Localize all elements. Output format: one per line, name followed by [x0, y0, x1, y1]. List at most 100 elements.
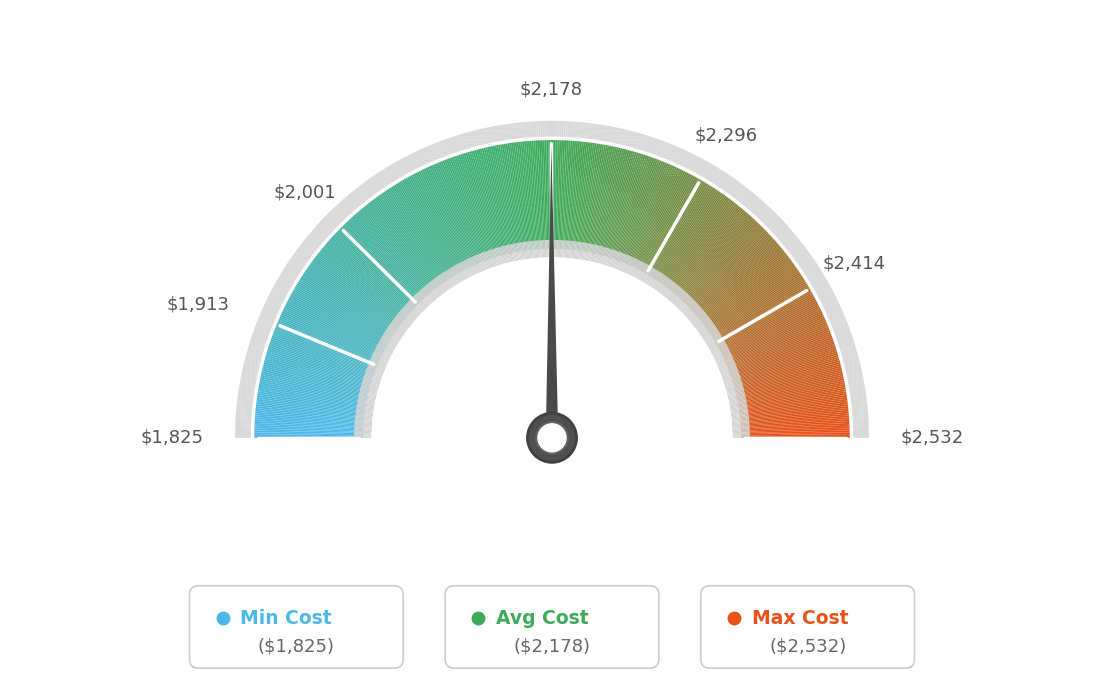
Wedge shape	[283, 270, 297, 279]
Wedge shape	[736, 188, 747, 201]
Wedge shape	[740, 406, 848, 419]
Wedge shape	[778, 228, 792, 240]
Wedge shape	[680, 219, 756, 300]
Wedge shape	[802, 259, 815, 270]
Wedge shape	[709, 340, 725, 350]
Wedge shape	[730, 335, 832, 374]
Wedge shape	[593, 245, 597, 262]
Wedge shape	[235, 436, 251, 438]
Text: ($2,532): ($2,532)	[769, 638, 847, 656]
Wedge shape	[604, 151, 635, 256]
Wedge shape	[628, 166, 673, 265]
Wedge shape	[702, 328, 718, 338]
Wedge shape	[711, 277, 804, 337]
Wedge shape	[287, 301, 384, 352]
Wedge shape	[316, 255, 403, 323]
Polygon shape	[545, 147, 559, 438]
Wedge shape	[484, 148, 510, 254]
Wedge shape	[511, 244, 516, 262]
Wedge shape	[354, 429, 372, 431]
Wedge shape	[435, 142, 443, 158]
Wedge shape	[853, 432, 869, 434]
Wedge shape	[675, 293, 688, 306]
Wedge shape	[333, 207, 346, 219]
Wedge shape	[383, 333, 399, 343]
Wedge shape	[838, 338, 853, 345]
Wedge shape	[599, 247, 605, 264]
Wedge shape	[839, 342, 854, 348]
Wedge shape	[741, 434, 850, 437]
Wedge shape	[343, 225, 420, 303]
Wedge shape	[741, 436, 850, 438]
Wedge shape	[498, 145, 519, 252]
Wedge shape	[741, 432, 850, 435]
Wedge shape	[298, 247, 311, 258]
Wedge shape	[719, 363, 735, 371]
Wedge shape	[488, 250, 496, 267]
Wedge shape	[278, 319, 379, 364]
Wedge shape	[477, 255, 485, 271]
Wedge shape	[786, 239, 800, 250]
Wedge shape	[732, 422, 750, 424]
Wedge shape	[731, 342, 835, 378]
Wedge shape	[789, 242, 803, 253]
Wedge shape	[731, 413, 749, 416]
Wedge shape	[378, 344, 393, 353]
Wedge shape	[657, 190, 720, 282]
Wedge shape	[658, 192, 721, 282]
Wedge shape	[287, 299, 384, 351]
Wedge shape	[729, 397, 746, 402]
Wedge shape	[404, 179, 459, 274]
Wedge shape	[349, 194, 360, 207]
Wedge shape	[355, 409, 373, 413]
Wedge shape	[512, 123, 517, 139]
Wedge shape	[816, 285, 830, 295]
Wedge shape	[592, 245, 596, 262]
Wedge shape	[651, 273, 662, 288]
Wedge shape	[382, 335, 397, 345]
Wedge shape	[843, 359, 860, 365]
Wedge shape	[408, 176, 461, 272]
Wedge shape	[636, 133, 643, 149]
Wedge shape	[363, 377, 381, 383]
Wedge shape	[517, 142, 531, 250]
Text: $1,825: $1,825	[140, 428, 203, 447]
Wedge shape	[309, 264, 399, 328]
Wedge shape	[242, 373, 257, 377]
Wedge shape	[698, 322, 713, 333]
Wedge shape	[690, 310, 703, 322]
Wedge shape	[675, 211, 746, 295]
Wedge shape	[565, 141, 574, 249]
Wedge shape	[732, 428, 750, 430]
Wedge shape	[384, 168, 394, 182]
Wedge shape	[243, 366, 258, 372]
Wedge shape	[364, 181, 375, 195]
Wedge shape	[414, 295, 427, 308]
Wedge shape	[783, 234, 796, 246]
Wedge shape	[379, 195, 443, 284]
Wedge shape	[354, 433, 372, 435]
Wedge shape	[254, 432, 363, 435]
Wedge shape	[741, 419, 849, 427]
Wedge shape	[520, 141, 533, 250]
Wedge shape	[329, 239, 411, 313]
Wedge shape	[492, 146, 516, 253]
Wedge shape	[372, 353, 389, 362]
Wedge shape	[682, 222, 758, 302]
Wedge shape	[401, 181, 457, 275]
Wedge shape	[261, 377, 367, 400]
Wedge shape	[774, 224, 787, 236]
Wedge shape	[601, 125, 605, 141]
Wedge shape	[723, 313, 822, 359]
Wedge shape	[723, 375, 740, 382]
Wedge shape	[357, 403, 374, 407]
Wedge shape	[799, 257, 813, 267]
Wedge shape	[358, 397, 375, 402]
Wedge shape	[474, 256, 481, 273]
Wedge shape	[837, 336, 853, 343]
Wedge shape	[656, 276, 667, 291]
Wedge shape	[443, 272, 454, 287]
Wedge shape	[413, 152, 422, 167]
Wedge shape	[427, 284, 438, 298]
Wedge shape	[847, 373, 862, 377]
